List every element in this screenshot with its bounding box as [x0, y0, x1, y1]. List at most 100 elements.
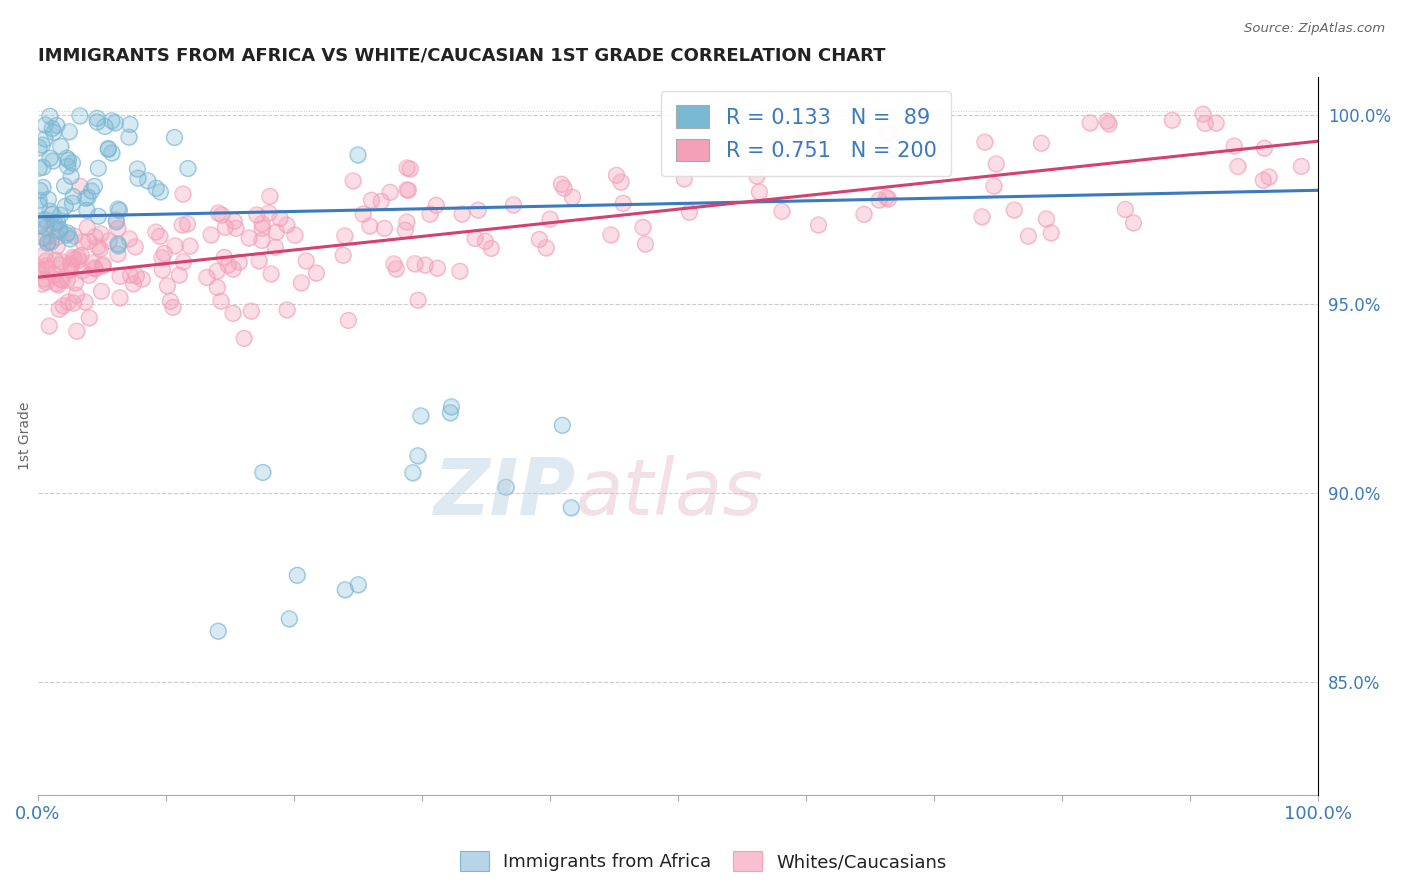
Point — [28, 193, 51, 207]
Point — [41, 153, 63, 168]
Point — [84, 261, 107, 276]
Point — [347, 577, 370, 591]
Point — [868, 193, 890, 207]
Point — [225, 221, 247, 235]
Point — [59, 257, 82, 271]
Point — [163, 130, 186, 145]
Point — [745, 169, 768, 183]
Point — [479, 241, 502, 255]
Point — [31, 230, 53, 244]
Point — [30, 263, 52, 277]
Point — [439, 406, 461, 420]
Point — [108, 203, 131, 218]
Point — [404, 256, 426, 270]
Point — [176, 217, 198, 231]
Point — [200, 227, 222, 242]
Point — [76, 203, 98, 218]
Point — [49, 272, 72, 286]
Point — [770, 204, 793, 219]
Point — [100, 145, 122, 160]
Point — [276, 302, 298, 317]
Point — [232, 331, 254, 345]
Point — [1098, 117, 1121, 131]
Point — [46, 215, 69, 229]
Point — [53, 199, 76, 213]
Point — [67, 250, 90, 264]
Point — [30, 263, 52, 277]
Point — [120, 268, 142, 282]
Point — [75, 191, 97, 205]
Point — [332, 248, 354, 262]
Point — [553, 181, 575, 195]
Point — [136, 173, 159, 187]
Point — [195, 270, 218, 285]
Point — [209, 293, 232, 308]
Point — [205, 264, 228, 278]
Point — [347, 577, 370, 591]
Point — [70, 264, 93, 278]
Point — [38, 109, 60, 123]
Point — [332, 248, 354, 262]
Point — [46, 239, 69, 253]
Point — [426, 261, 449, 276]
Point — [145, 225, 167, 239]
Point — [305, 266, 328, 280]
Point — [1095, 114, 1118, 128]
Point — [852, 207, 875, 221]
Point — [131, 272, 153, 286]
Point — [278, 612, 301, 626]
Point — [406, 293, 429, 308]
Point — [48, 224, 70, 238]
Point — [172, 186, 194, 201]
Point — [352, 207, 374, 221]
Point — [1194, 116, 1216, 130]
Point — [46, 230, 69, 244]
Point — [67, 252, 90, 267]
Point — [177, 161, 200, 176]
Point — [612, 196, 634, 211]
Point — [285, 568, 308, 582]
Point — [91, 259, 114, 273]
Point — [56, 159, 79, 173]
Point — [404, 256, 426, 270]
Point — [266, 225, 288, 239]
Point — [62, 250, 84, 264]
Point — [406, 449, 429, 463]
Point — [108, 291, 131, 305]
Y-axis label: 1st Grade: 1st Grade — [18, 401, 32, 470]
Point — [529, 232, 551, 246]
Point — [69, 179, 91, 194]
Point — [395, 183, 418, 197]
Point — [973, 135, 995, 149]
Point — [502, 197, 524, 211]
Point — [93, 258, 115, 272]
Point — [56, 226, 79, 240]
Point — [104, 115, 127, 129]
Point — [770, 204, 793, 219]
Point — [177, 161, 200, 176]
Point — [107, 202, 129, 216]
Point — [35, 212, 58, 227]
Point — [38, 151, 60, 165]
Point — [419, 207, 441, 221]
Point — [38, 109, 60, 123]
Point — [284, 227, 307, 242]
Point — [240, 304, 263, 318]
Point — [31, 137, 53, 152]
Point — [107, 238, 129, 252]
Point — [401, 466, 423, 480]
Point — [973, 135, 995, 149]
Point — [37, 235, 59, 250]
Point — [794, 128, 817, 142]
Point — [42, 219, 65, 234]
Point — [551, 418, 574, 433]
Point — [1031, 136, 1053, 150]
Point — [37, 192, 59, 206]
Point — [49, 208, 72, 222]
Point — [467, 202, 489, 217]
Point — [1078, 116, 1101, 130]
Point — [86, 112, 108, 126]
Point — [32, 213, 55, 227]
Point — [32, 213, 55, 227]
Point — [32, 271, 55, 285]
